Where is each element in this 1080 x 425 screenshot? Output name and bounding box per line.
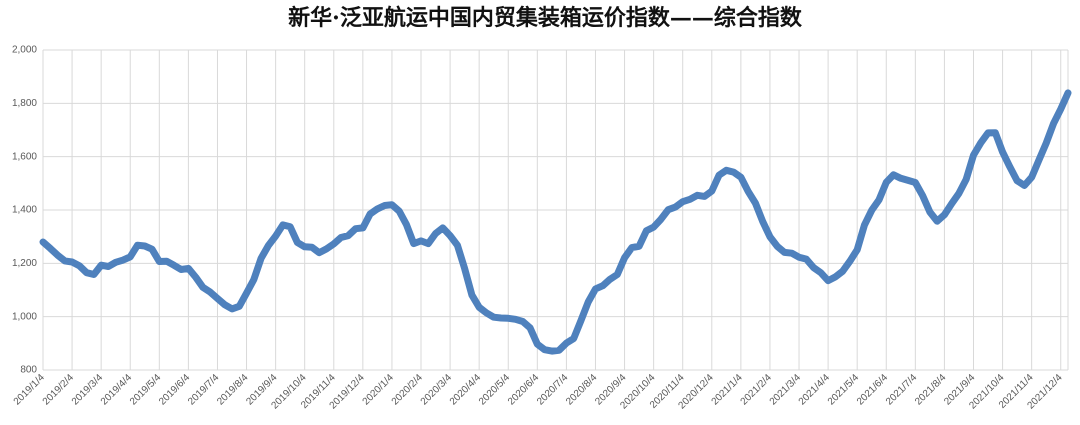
y-tick-label: 1,600 — [12, 151, 37, 162]
chart-title: 新华·泛亚航运中国内贸集装箱运价指数——综合指数 — [288, 5, 803, 31]
y-tick-label: 1,400 — [12, 205, 37, 216]
y-tick-label: 1,800 — [12, 98, 37, 109]
y-tick-label: 1,000 — [12, 311, 37, 322]
y-tick-label: 2,000 — [12, 45, 37, 56]
line-series — [39, 89, 1072, 355]
y-tick-label: 800 — [20, 365, 37, 376]
y-tick-label: 1,200 — [12, 258, 37, 269]
